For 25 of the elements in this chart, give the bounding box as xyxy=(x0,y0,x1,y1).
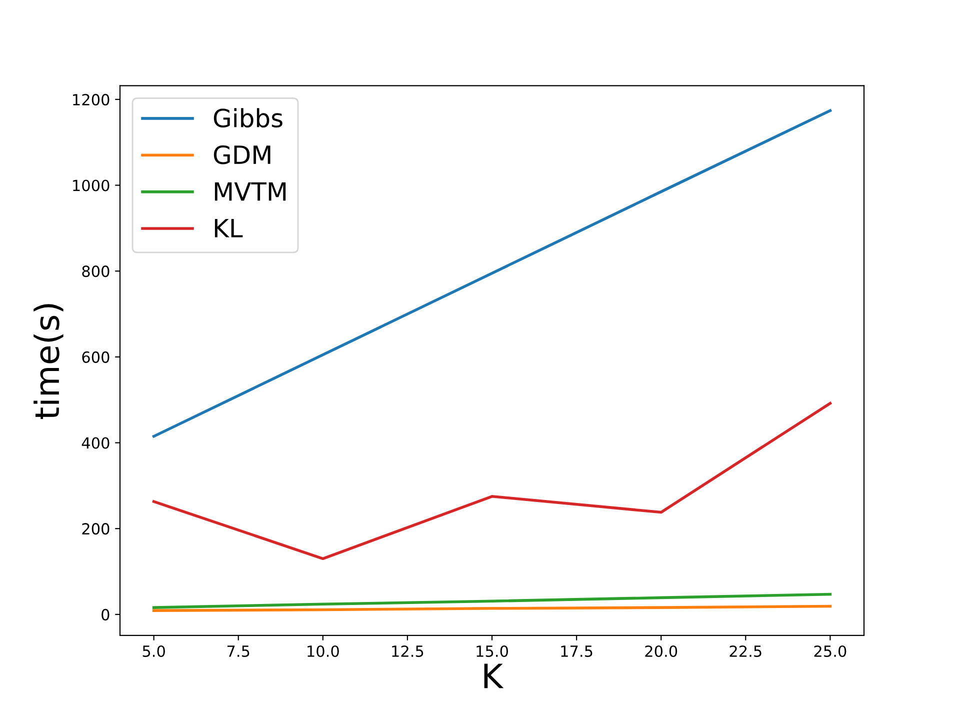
x-tick-label: 17.5 xyxy=(561,646,592,658)
legend-label: KL xyxy=(214,219,243,238)
y-tick-label: 400 xyxy=(82,437,110,449)
legend-label: Gibbs xyxy=(214,108,282,128)
y-tick-label: 800 xyxy=(82,266,110,278)
line-series xyxy=(152,109,832,438)
x-tick-label: 10.0 xyxy=(308,645,339,658)
x-tick-label: 7.5 xyxy=(227,646,250,658)
y-tick-label: 1200 xyxy=(73,94,110,106)
x-tick-label: 20.0 xyxy=(645,645,678,658)
y-tick-label: 600 xyxy=(82,351,110,363)
x-tick-label: 22.5 xyxy=(730,645,762,658)
y-axis-title: time(s) xyxy=(34,304,64,420)
legend-label: MVTM xyxy=(214,182,286,201)
x-axis-title: K xyxy=(484,664,504,688)
x-tick-label: 12.5 xyxy=(392,645,424,658)
y-tick-label: 1000 xyxy=(73,180,110,192)
y-tick-label: 0 xyxy=(102,608,110,620)
legend-label: GDM xyxy=(214,145,270,164)
x-tick-label: 15.0 xyxy=(476,645,508,658)
line-series xyxy=(152,592,832,609)
x-tick-label: 5.0 xyxy=(142,645,165,658)
y-tick-label: 200 xyxy=(82,523,110,535)
line-series xyxy=(152,402,832,560)
x-tick-label: 25.0 xyxy=(814,645,846,658)
